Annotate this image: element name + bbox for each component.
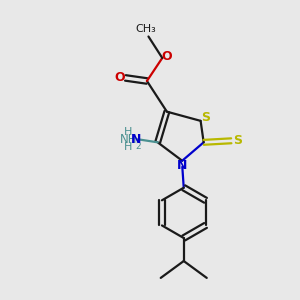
Text: 2: 2 bbox=[135, 142, 140, 151]
Text: S: S bbox=[233, 134, 242, 147]
Text: O: O bbox=[114, 71, 124, 84]
Text: NH: NH bbox=[120, 133, 137, 146]
Text: N: N bbox=[131, 133, 141, 146]
Text: H: H bbox=[124, 142, 133, 152]
Text: CH₃: CH₃ bbox=[135, 24, 156, 34]
Text: O: O bbox=[162, 50, 172, 63]
Text: S: S bbox=[201, 111, 210, 124]
Text: H: H bbox=[124, 127, 133, 136]
Text: N: N bbox=[177, 159, 188, 172]
